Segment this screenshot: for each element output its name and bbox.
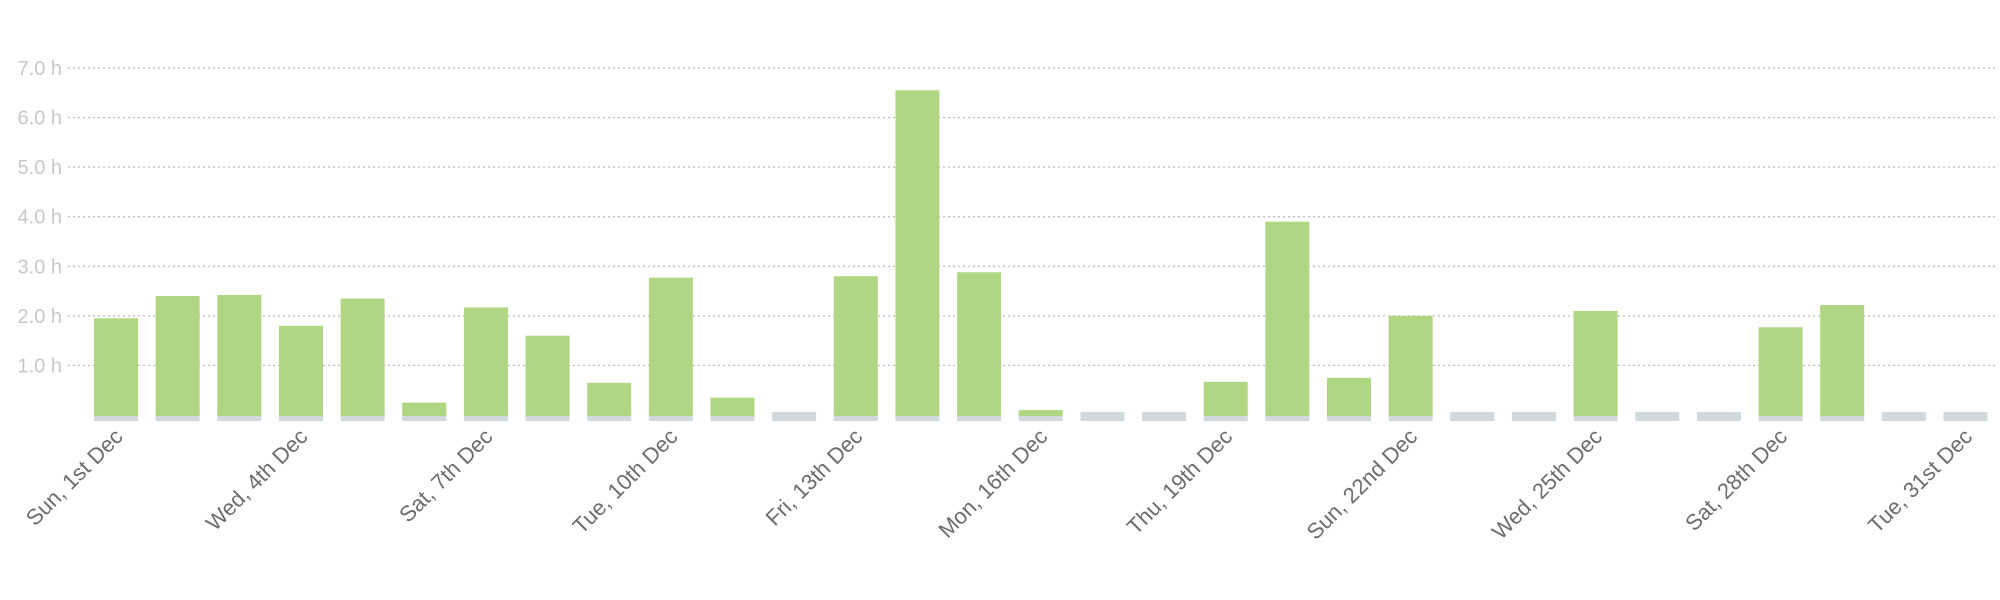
baseline-segment [402,412,447,421]
bar [525,335,570,416]
baseline-segment [340,412,385,421]
bar [1573,310,1618,416]
baseline-segment [648,412,693,421]
bar [895,90,940,417]
bar [587,382,632,416]
baseline-segment [1018,412,1063,421]
bars [94,90,1865,417]
x-tick-label: Tue, 10th Dec [568,424,683,539]
baseline-segment [587,412,632,421]
baseline-segment [1696,412,1741,421]
bar [278,325,323,416]
y-tick-label: 3.0 h [18,256,62,278]
bar [94,318,138,416]
x-tick-label: Wed, 25th Dec [1487,424,1607,544]
baseline-segment [1881,412,1926,421]
grid-lines [68,67,1995,367]
y-tick-label: 7.0 h [18,58,62,80]
baseline-segment [957,412,1002,421]
bar [402,402,447,416]
baseline-segment [1080,412,1125,421]
baseline-segment [710,412,755,421]
baseline-segment [1635,412,1680,421]
baseline-segment [1265,412,1310,421]
y-tick-label: 6.0 h [18,108,62,130]
baseline-segment [1327,412,1371,421]
baseline-segment [278,412,323,421]
bar [1758,327,1803,416]
baseline-track [94,412,1988,421]
y-tick-label: 1.0 h [18,355,62,377]
bar [463,307,508,416]
baseline-segment [94,412,138,421]
y-tick-label: 5.0 h [18,157,62,179]
bar [155,296,200,416]
bar [1265,221,1310,416]
bar [1203,381,1248,416]
baseline-segment [1943,412,1988,421]
x-tick-label: Sun, 1st Dec [21,424,128,531]
baseline-segment [895,412,940,421]
y-tick-label: 2.0 h [18,306,62,328]
x-tick-label: Sat, 7th Dec [394,424,497,527]
bar [1327,377,1371,416]
baseline-segment [1450,412,1495,421]
x-tick-label: Fri, 13th Dec [761,424,868,531]
baseline-segment [155,412,200,421]
bar [833,276,878,416]
bar [217,295,262,416]
baseline-segment [833,412,878,421]
bar [340,298,385,416]
x-axis-ticks: Sun, 1st Dec Wed, 4th Dec Sat, 7th Dec Tue,… [21,424,1977,545]
baseline-segment [1758,412,1803,421]
baseline-segment [463,412,508,421]
baseline-segment [1511,412,1556,421]
y-tick-label: 4.0 h [18,207,62,229]
baseline-segment [772,412,817,421]
bar [1820,304,1865,416]
x-tick-label: Thu, 19th Dec [1122,424,1237,539]
x-tick-label: Sun, 22nd Dec [1302,424,1423,545]
bar [1018,410,1063,416]
x-tick-label: Tue, 31st Dec [1863,424,1977,538]
baseline-segment [1142,412,1187,421]
baseline-segment [1388,412,1433,421]
x-tick-label: Sat, 28th Dec [1680,424,1792,536]
bar [957,272,1002,416]
baseline-segment [217,412,262,421]
baseline-segment [1573,412,1618,421]
baseline-segment [525,412,570,421]
x-tick-label: Mon, 16th Dec [933,424,1052,543]
x-tick-label: Wed, 4th Dec [201,424,313,536]
baseline-segment [1203,412,1248,421]
bar [648,277,693,416]
y-axis-ticks: 1.0 h 2.0 h 3.0 h 4.0 h 5.0 h 6.0 h 7.0 h [18,58,62,377]
baseline-segment [1820,412,1865,421]
bar [1388,315,1433,416]
bar [710,397,755,416]
